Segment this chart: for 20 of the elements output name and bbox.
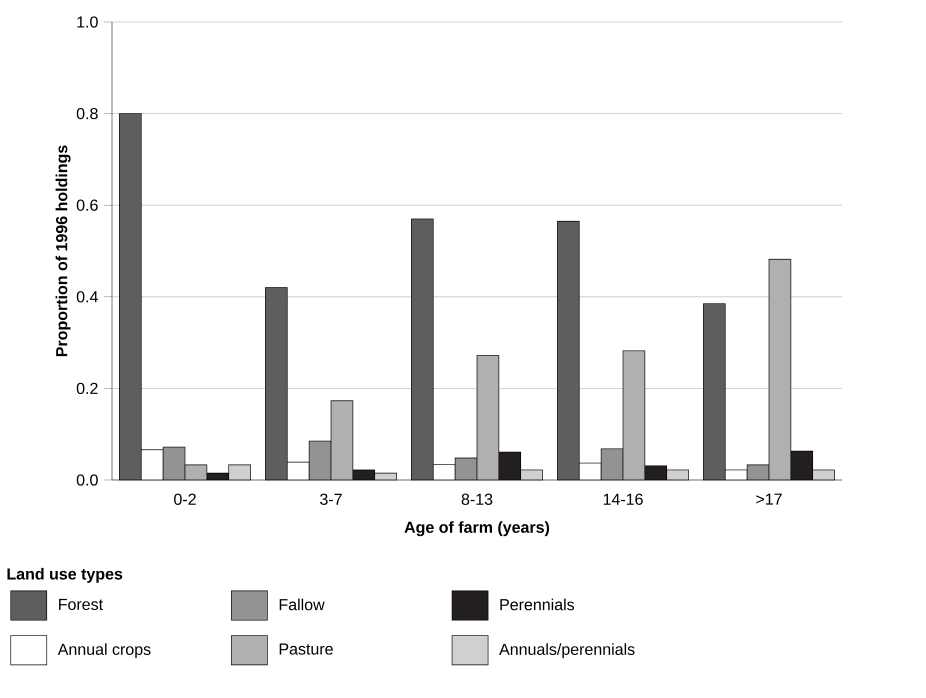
y-tick-label: 0.0 xyxy=(76,474,98,486)
legend-label: Forest xyxy=(59,598,103,610)
y-tick-label: 0.6 xyxy=(76,200,98,211)
x-tick-label: >17 xyxy=(756,494,782,505)
legend-label: Fallow xyxy=(280,598,325,610)
y-axis-title: Proportion of 1996 holdings xyxy=(56,145,71,356)
y-tick-label: 0.8 xyxy=(76,108,98,120)
x-tick-label: 0-2 xyxy=(174,494,196,505)
y-tick-label: 0.2 xyxy=(76,382,98,394)
x-tick-label: 14-16 xyxy=(604,494,643,505)
x-axis-title: Age of farm (years) xyxy=(404,521,550,536)
legend-label: Pasture xyxy=(280,644,333,655)
legend-label: Perennials xyxy=(500,598,574,610)
legend-label: Annual crops xyxy=(58,643,151,658)
legend-label: Annuals/perennials xyxy=(499,643,635,658)
x-tick-label: 3-7 xyxy=(320,494,342,505)
legend-title: Land use types xyxy=(7,568,122,583)
x-tick-label: 8-13 xyxy=(462,494,492,505)
y-tick-label: 0.4 xyxy=(76,291,98,302)
y-tick-label: 1.0 xyxy=(77,16,98,28)
